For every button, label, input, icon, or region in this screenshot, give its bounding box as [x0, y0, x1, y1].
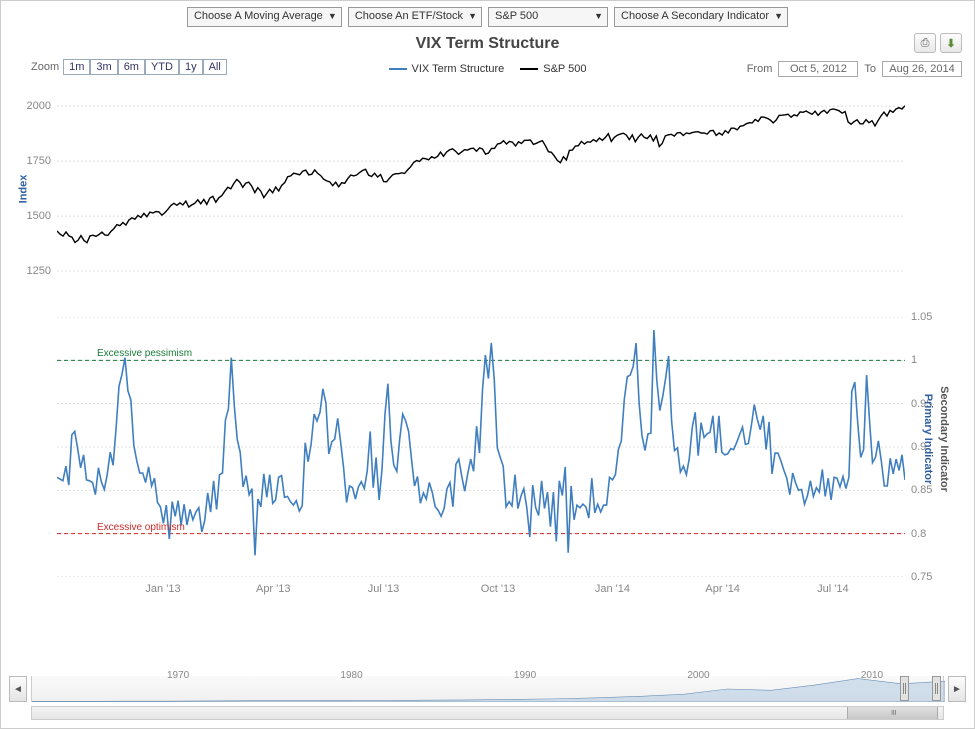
legend-label: S&P 500 [543, 63, 586, 75]
print-button[interactable]: ⎙ [914, 33, 936, 53]
chart-title: VIX Term Structure [1, 31, 974, 53]
export-buttons: ⎙ ⬇ [914, 33, 962, 53]
controls-row: Zoom 1m3m6mYTD1yAll VIX Term Structure S&… [1, 59, 974, 85]
nav-scrollbar[interactable] [31, 706, 944, 720]
y-tick-label: 1750 [11, 155, 51, 167]
from-date-input[interactable]: Oct 5, 2012 [778, 61, 858, 77]
zoom-1m-button[interactable]: 1m [63, 59, 90, 75]
legend-item[interactable]: S&P 500 [520, 63, 586, 75]
nav-scroll-left[interactable]: ◄ [9, 676, 27, 702]
secondary-indicator-axis-label: Secondary Indicator [938, 386, 950, 492]
nav-handle-left[interactable] [900, 676, 909, 701]
legend-label: VIX Term Structure [412, 63, 505, 75]
band-label: Excessive optimism [97, 522, 185, 533]
x-tick-label: Jul '13 [368, 583, 399, 595]
x-tick-label: Jul '14 [817, 583, 848, 595]
legend: VIX Term Structure S&P 500 [389, 63, 587, 75]
x-tick-label: Jan '13 [145, 583, 180, 595]
nav-handle-right[interactable] [932, 676, 941, 701]
x-tick-label: Jan '14 [595, 583, 630, 595]
nav-chart[interactable]: 19701980199020002010 [31, 676, 944, 702]
nav-scroll-right[interactable]: ► [948, 676, 966, 702]
legend-swatch [389, 68, 407, 70]
print-icon: ⎙ [921, 37, 930, 50]
nav-scrollbar-thumb[interactable] [847, 707, 938, 719]
legend-item[interactable]: VIX Term Structure [389, 63, 505, 75]
dropdown-bar: Choose A Moving Average Choose An ETF/St… [1, 1, 974, 31]
zoom-6m-button[interactable]: 6m [118, 59, 145, 75]
zoom-all-button[interactable]: All [203, 59, 227, 75]
moving-average-dropdown[interactable]: Choose A Moving Average [187, 7, 342, 27]
zoom-ytd-button[interactable]: YTD [145, 59, 179, 75]
left-axis-label: Index [17, 175, 29, 204]
date-range: From Oct 5, 2012 To Aug 26, 2014 [747, 61, 962, 77]
secondary-indicator-dropdown[interactable]: Choose A Secondary Indicator [614, 7, 788, 27]
y-tick-label: 1 [911, 354, 951, 366]
etf-stock-dropdown[interactable]: Choose An ETF/Stock [348, 7, 482, 27]
to-label: To [864, 63, 876, 75]
download-button[interactable]: ⬇ [940, 33, 962, 53]
download-icon: ⬇ [946, 37, 955, 50]
y-tick-label: 1250 [11, 265, 51, 277]
primary-indicator-axis-label: Primary Indicator [922, 394, 934, 484]
y-tick-label: 1500 [11, 210, 51, 222]
chart-frame: Choose A Moving Average Choose An ETF/St… [0, 0, 975, 729]
zoom-label: Zoom [31, 61, 59, 73]
zoom-1y-button[interactable]: 1y [179, 59, 203, 75]
y-tick-label: 1.05 [911, 311, 951, 323]
upper-chart [57, 93, 905, 293]
zoom-3m-button[interactable]: 3m [90, 59, 117, 75]
from-label: From [747, 63, 773, 75]
y-tick-label: 0.75 [911, 571, 951, 583]
band-label: Excessive pessimism [97, 348, 192, 359]
x-tick-label: Oct '13 [481, 583, 516, 595]
index-dropdown[interactable]: S&P 500 [488, 7, 608, 27]
x-tick-label: Apr '14 [705, 583, 740, 595]
to-date-input[interactable]: Aug 26, 2014 [882, 61, 962, 77]
title-bar: VIX Term Structure ⎙ ⬇ [1, 31, 974, 59]
y-tick-label: 0.8 [911, 528, 951, 540]
x-tick-label: Apr '13 [256, 583, 291, 595]
zoom-controls: Zoom 1m3m6mYTD1yAll [31, 61, 227, 73]
navigator: ◄ 19701980199020002010 ► [9, 676, 966, 720]
chart-area: 12501500175020000.750.80.850.90.9511.05 … [57, 93, 905, 609]
legend-swatch [520, 68, 538, 70]
y-tick-label: 2000 [11, 100, 51, 112]
